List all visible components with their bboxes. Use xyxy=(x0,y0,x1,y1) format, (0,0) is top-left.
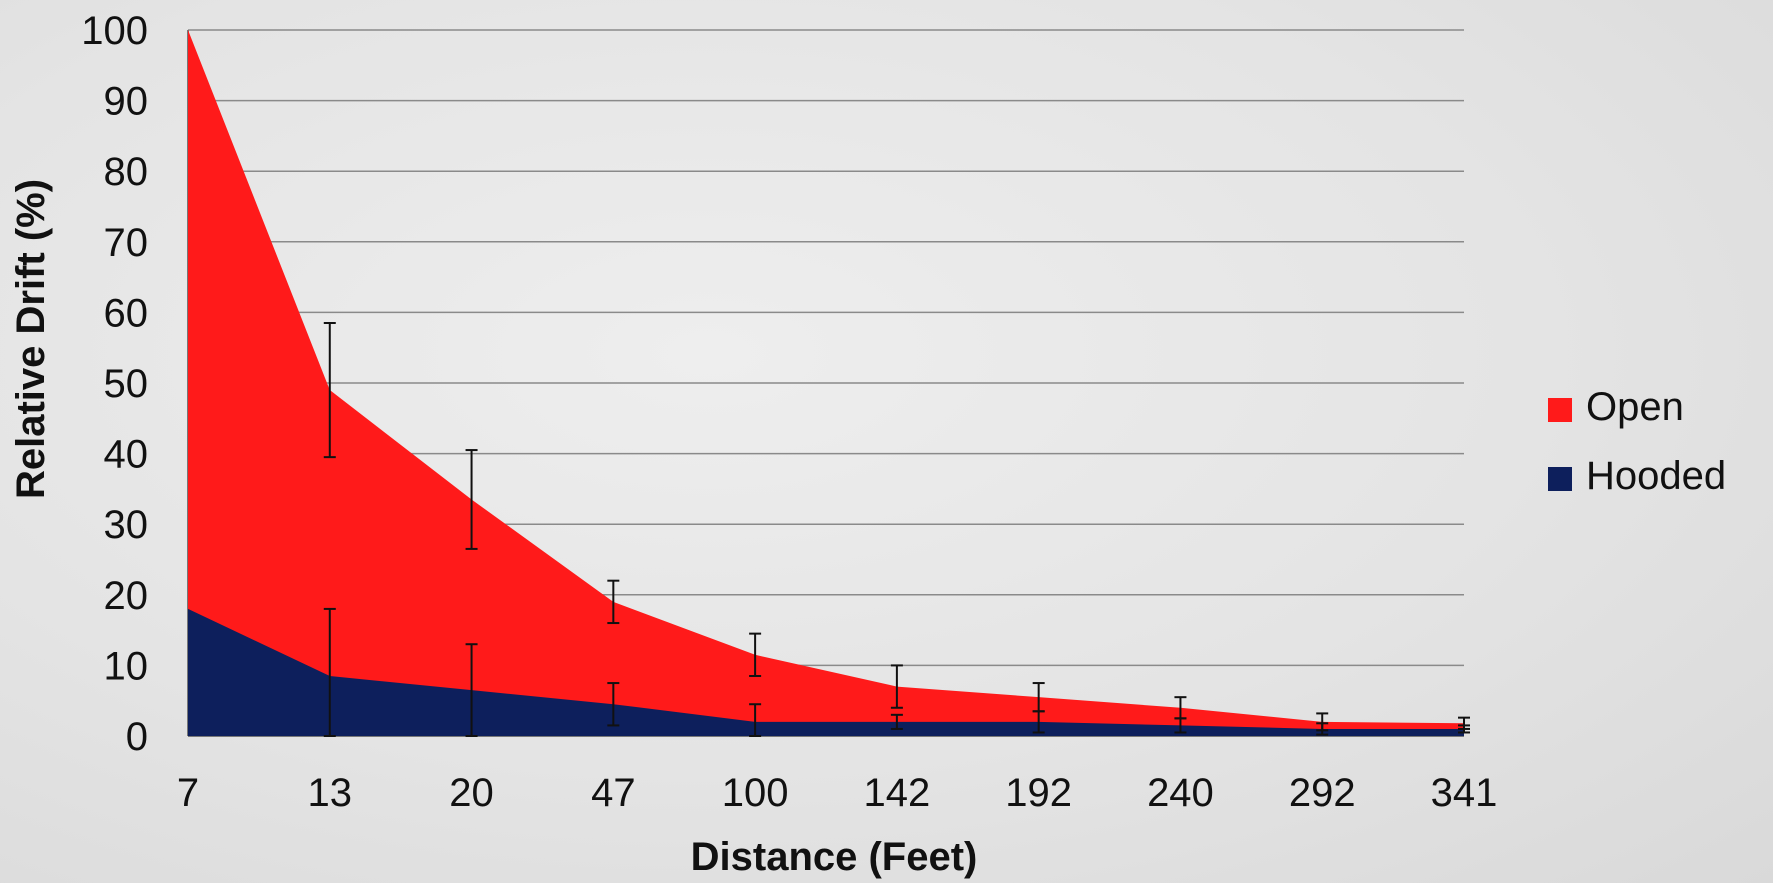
y-tick-label: 20 xyxy=(104,574,149,618)
y-tick-label: 10 xyxy=(104,644,149,688)
x-tick-labels: 7 13 20 47 100 142 192 240 292 341 xyxy=(177,771,1498,815)
x-tick-label: 13 xyxy=(308,771,353,815)
error-bars xyxy=(323,321,1470,737)
y-tick-label: 80 xyxy=(104,150,149,194)
area-open xyxy=(188,30,1464,736)
y-tick-label: 100 xyxy=(81,9,148,53)
legend: Open Hooded xyxy=(1548,385,1726,498)
legend-label-open: Open xyxy=(1586,385,1684,429)
x-tick-label: 292 xyxy=(1289,771,1356,815)
legend-label-hooded: Hooded xyxy=(1586,454,1726,498)
x-tick-label: 100 xyxy=(722,771,789,815)
y-tick-label: 90 xyxy=(104,80,149,124)
y-tick-label: 60 xyxy=(104,291,149,335)
y-tick-label: 30 xyxy=(104,503,149,547)
y-tick-label: 40 xyxy=(104,433,149,477)
x-tick-label: 20 xyxy=(449,771,494,815)
area-hooded xyxy=(188,608,1464,736)
legend-swatch-open xyxy=(1548,398,1572,422)
x-tick-label: 192 xyxy=(1005,771,1072,815)
y-axis-title: Relative Drift (%) xyxy=(9,179,53,499)
y-tick-label: 70 xyxy=(104,221,149,265)
y-tick-label: 0 xyxy=(126,715,148,759)
x-tick-label: 341 xyxy=(1431,771,1498,815)
y-tick-labels: 0 10 20 30 40 50 60 70 80 90 100 xyxy=(81,9,148,759)
legend-swatch-hooded xyxy=(1548,467,1572,491)
x-tick-label: 240 xyxy=(1147,771,1214,815)
x-axis-title: Distance (Feet) xyxy=(691,835,978,879)
x-tick-label: 47 xyxy=(591,771,636,815)
area-series xyxy=(188,30,1464,736)
x-tick-label: 142 xyxy=(864,771,931,815)
x-tick-label: 7 xyxy=(177,771,199,815)
y-tick-label: 50 xyxy=(104,362,149,406)
